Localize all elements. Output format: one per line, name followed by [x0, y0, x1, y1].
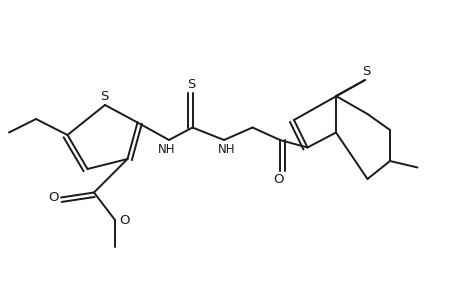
Text: S: S [187, 77, 195, 91]
Text: S: S [361, 65, 369, 78]
Text: O: O [273, 173, 284, 186]
Text: O: O [118, 214, 129, 226]
Text: S: S [100, 89, 108, 103]
Text: NH: NH [157, 142, 175, 155]
Text: NH: NH [217, 142, 235, 155]
Text: O: O [48, 191, 59, 204]
